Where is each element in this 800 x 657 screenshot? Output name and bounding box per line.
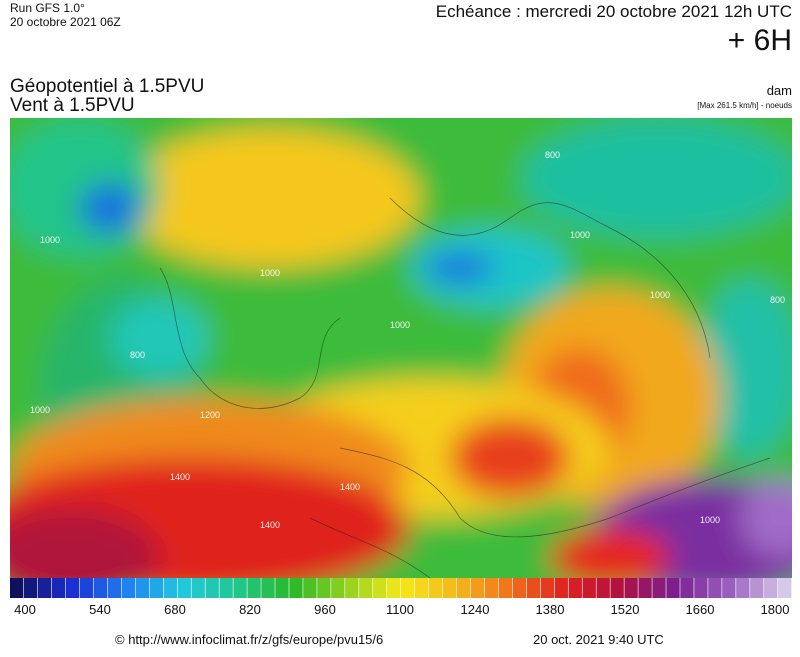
color-swatch xyxy=(107,578,122,598)
contour-label: 1400 xyxy=(260,520,280,530)
colorbar-label: 1520 xyxy=(611,602,640,617)
colorbar-label: 1800 xyxy=(761,602,790,617)
colorbar: 400 540 680 820 960 1100 1240 1380 1520 1660 1800 xyxy=(10,578,792,617)
color-swatch xyxy=(778,578,792,598)
color-swatch xyxy=(149,578,164,598)
color-swatch xyxy=(736,578,750,598)
color-swatch xyxy=(303,578,317,598)
color-swatch xyxy=(317,578,331,598)
color-swatch xyxy=(275,578,289,598)
source-url: © http://www.infoclimat.fr/z/gfs/europe/… xyxy=(115,632,384,647)
color-swatch xyxy=(331,578,345,598)
color-swatch xyxy=(596,578,610,598)
contour-label: 1200 xyxy=(200,410,220,420)
color-swatch xyxy=(442,578,457,598)
contour-label: 1000 xyxy=(570,230,590,240)
color-swatch xyxy=(205,578,219,598)
color-swatch xyxy=(121,578,136,598)
map-title: Géopotentiel à 1.5PVU xyxy=(10,76,205,97)
map: 1000 1000 800 1000 1000 800 1000 1400 14… xyxy=(10,118,792,578)
color-swatch xyxy=(722,578,736,598)
colorbar-label: 680 xyxy=(164,602,186,617)
color-swatch xyxy=(93,578,108,598)
color-swatch xyxy=(708,578,722,598)
color-swatch xyxy=(65,578,80,598)
color-swatch xyxy=(750,578,764,598)
map-subtitle: Vent à 1.5PVU xyxy=(10,95,135,116)
unit: dam xyxy=(766,83,792,98)
color-swatch xyxy=(484,578,499,598)
colorbar-label: 1660 xyxy=(686,602,715,617)
color-swatch xyxy=(163,578,177,598)
color-swatch xyxy=(694,578,708,598)
wind-note: [Max 261.5 km/h] - noeuds xyxy=(697,101,792,110)
coastlines xyxy=(159,197,771,578)
contour-label: 1000 xyxy=(390,320,410,330)
color-swatch xyxy=(401,578,415,598)
color-swatch xyxy=(456,578,471,598)
color-swatch xyxy=(373,578,387,598)
color-swatch xyxy=(526,578,541,598)
run-date: 20 octobre 2021 06Z xyxy=(10,15,121,29)
color-swatch xyxy=(638,578,652,598)
color-swatch xyxy=(512,578,527,598)
color-swatch xyxy=(387,578,401,598)
contour-label: 1400 xyxy=(170,472,190,482)
color-swatch xyxy=(289,578,303,598)
color-swatch xyxy=(540,578,555,598)
contour-label: 1000 xyxy=(650,290,670,300)
color-swatch xyxy=(177,578,191,598)
color-swatch xyxy=(610,578,624,598)
color-swatch xyxy=(37,578,52,598)
color-swatch xyxy=(414,578,429,598)
contour-label: 1000 xyxy=(260,268,280,278)
color-swatch xyxy=(470,578,485,598)
lead-time: + 6H xyxy=(727,24,792,57)
contour-label: 1000 xyxy=(40,235,60,245)
color-swatch xyxy=(10,578,24,598)
contour-label: 800 xyxy=(770,295,785,305)
run-label: Run GFS 1.0° xyxy=(10,1,85,15)
colorbar-label: 1240 xyxy=(461,602,490,617)
colorbar-label: 400 xyxy=(14,602,36,617)
color-swatch xyxy=(652,578,666,598)
color-swatch xyxy=(680,578,694,598)
contour-label: 800 xyxy=(545,150,560,160)
contour-label: 800 xyxy=(130,350,145,360)
color-swatch xyxy=(624,578,638,598)
contour-label: 1400 xyxy=(340,482,360,492)
contour-label: 1000 xyxy=(30,405,50,415)
color-swatch xyxy=(135,578,150,598)
color-swatch xyxy=(233,578,247,598)
colorbar-label: 540 xyxy=(89,602,111,617)
color-swatch xyxy=(568,578,582,598)
color-swatch xyxy=(51,578,66,598)
color-swatch xyxy=(764,578,778,598)
color-swatch xyxy=(359,578,373,598)
color-swatch xyxy=(345,578,359,598)
colorbar-label: 1380 xyxy=(536,602,565,617)
colorbar-label: 960 xyxy=(314,602,336,617)
contour-labels: 1000 1000 800 1000 1000 800 1000 1400 14… xyxy=(30,150,785,530)
color-swatch xyxy=(261,578,275,598)
color-swatch xyxy=(666,578,680,598)
timestamp: 20 oct. 2021 9:40 UTC xyxy=(533,632,664,647)
color-swatch xyxy=(219,578,233,598)
color-swatch xyxy=(428,578,443,598)
forecast-time: Echéance : mercredi 20 octobre 2021 12h … xyxy=(435,2,792,21)
colorbar-label: 820 xyxy=(239,602,261,617)
colorbar-label: 1100 xyxy=(386,602,414,617)
color-swatch xyxy=(191,578,205,598)
color-swatch xyxy=(247,578,261,598)
color-swatch xyxy=(79,578,94,598)
color-swatch xyxy=(582,578,596,598)
geopotential-field xyxy=(10,118,792,578)
color-swatch xyxy=(23,578,38,598)
contour-label: 1000 xyxy=(700,515,720,525)
color-swatch xyxy=(498,578,513,598)
color-swatch xyxy=(554,578,568,598)
